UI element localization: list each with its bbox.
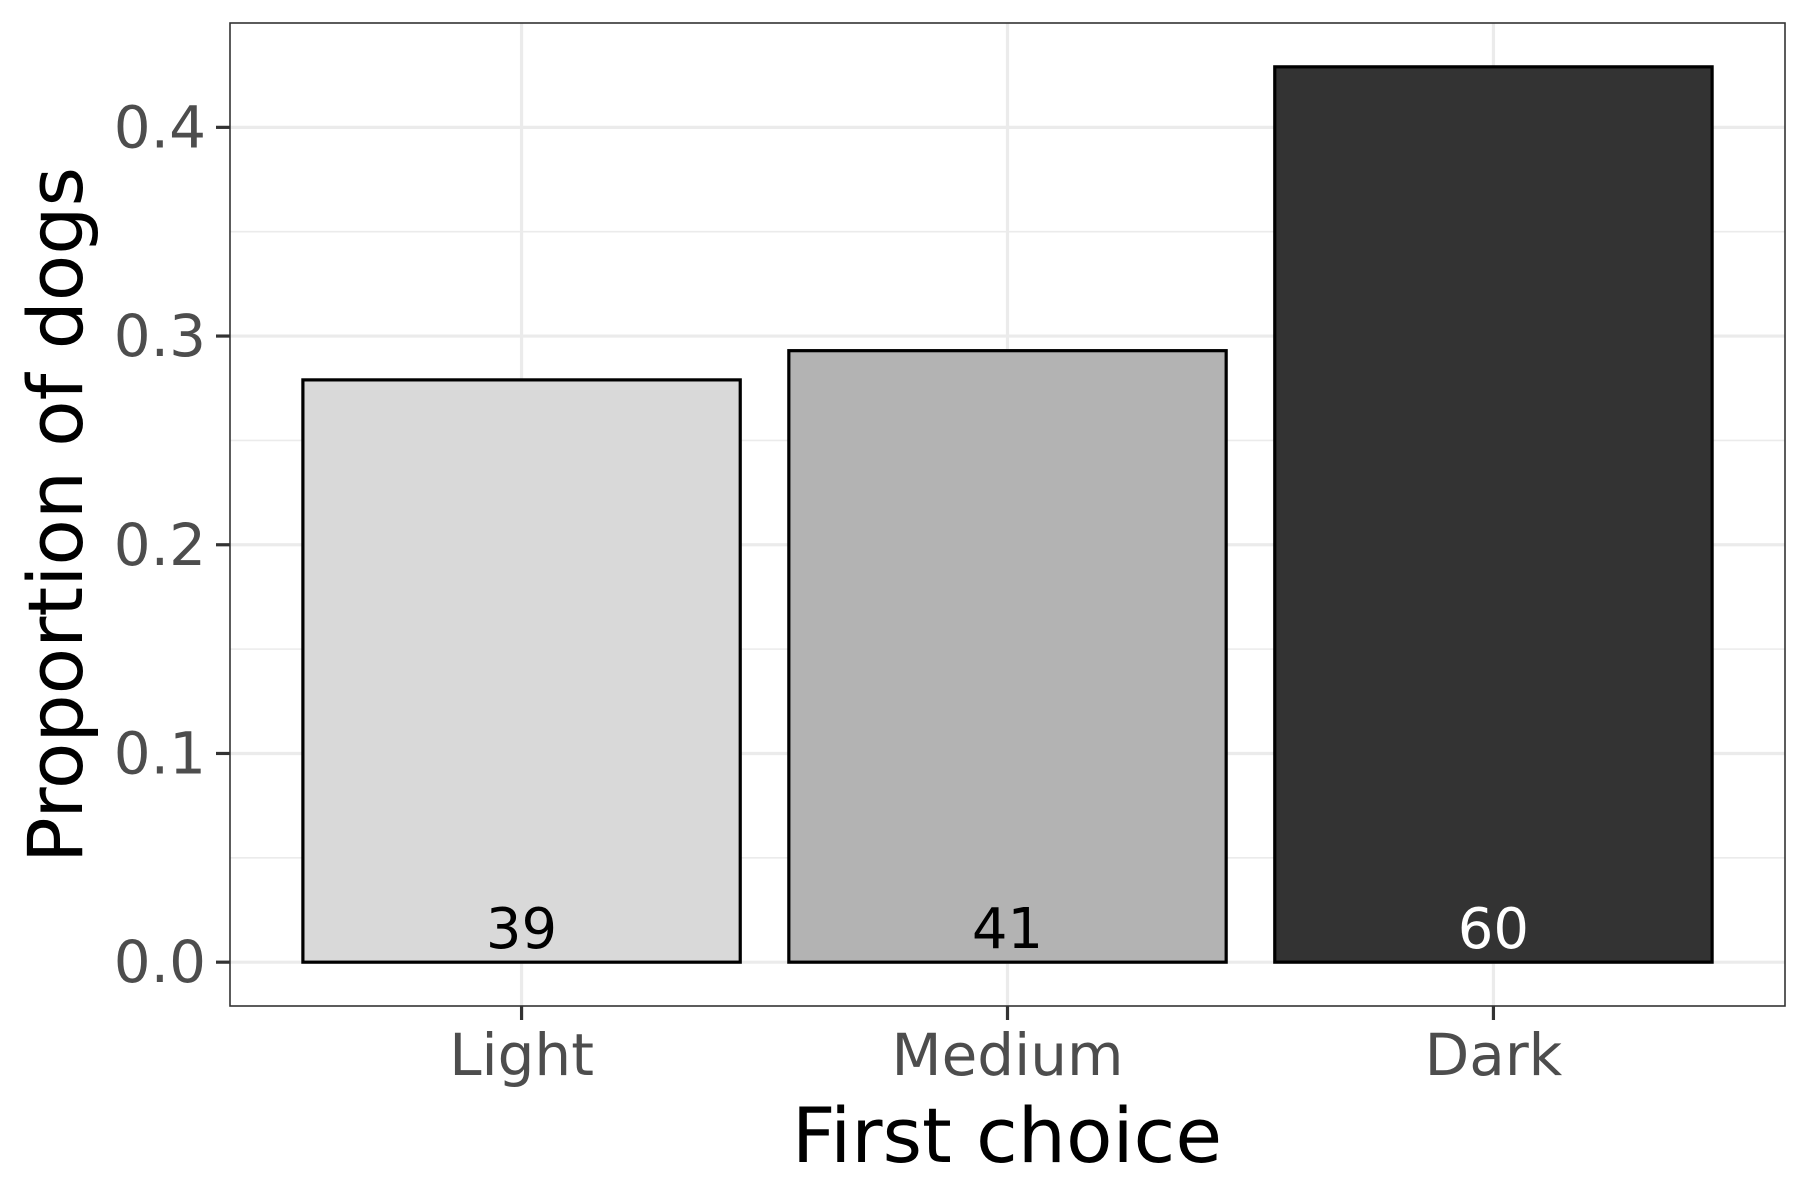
bar-medium — [787, 349, 1228, 964]
y-tick-label: 0.2 — [114, 511, 206, 579]
bar-labels-layer: 39 41 60 — [486, 897, 1529, 962]
bar-count-label: 41 — [972, 897, 1043, 962]
bars-layer — [301, 65, 1714, 964]
y-tick-label: 0.1 — [114, 719, 206, 787]
y-axis: 0.0 0.1 0.2 0.3 0.4 — [114, 93, 230, 996]
y-axis-title: Proportion of dogs — [11, 167, 100, 863]
y-tick-label: 0.4 — [114, 93, 206, 161]
x-axis-title: First choice — [792, 1091, 1222, 1180]
x-tick-label: Light — [449, 1021, 594, 1089]
y-tick-label: 0.0 — [114, 928, 206, 996]
x-axis: Light Medium Dark — [449, 1006, 1563, 1089]
bar-light — [301, 378, 742, 964]
y-tick-label: 0.3 — [114, 302, 206, 370]
x-tick-label: Medium — [892, 1021, 1124, 1089]
bar-count-label: 39 — [486, 897, 557, 962]
bar-count-label: 60 — [1458, 897, 1529, 962]
bar-dark — [1273, 65, 1714, 964]
x-tick-label: Dark — [1425, 1021, 1563, 1089]
